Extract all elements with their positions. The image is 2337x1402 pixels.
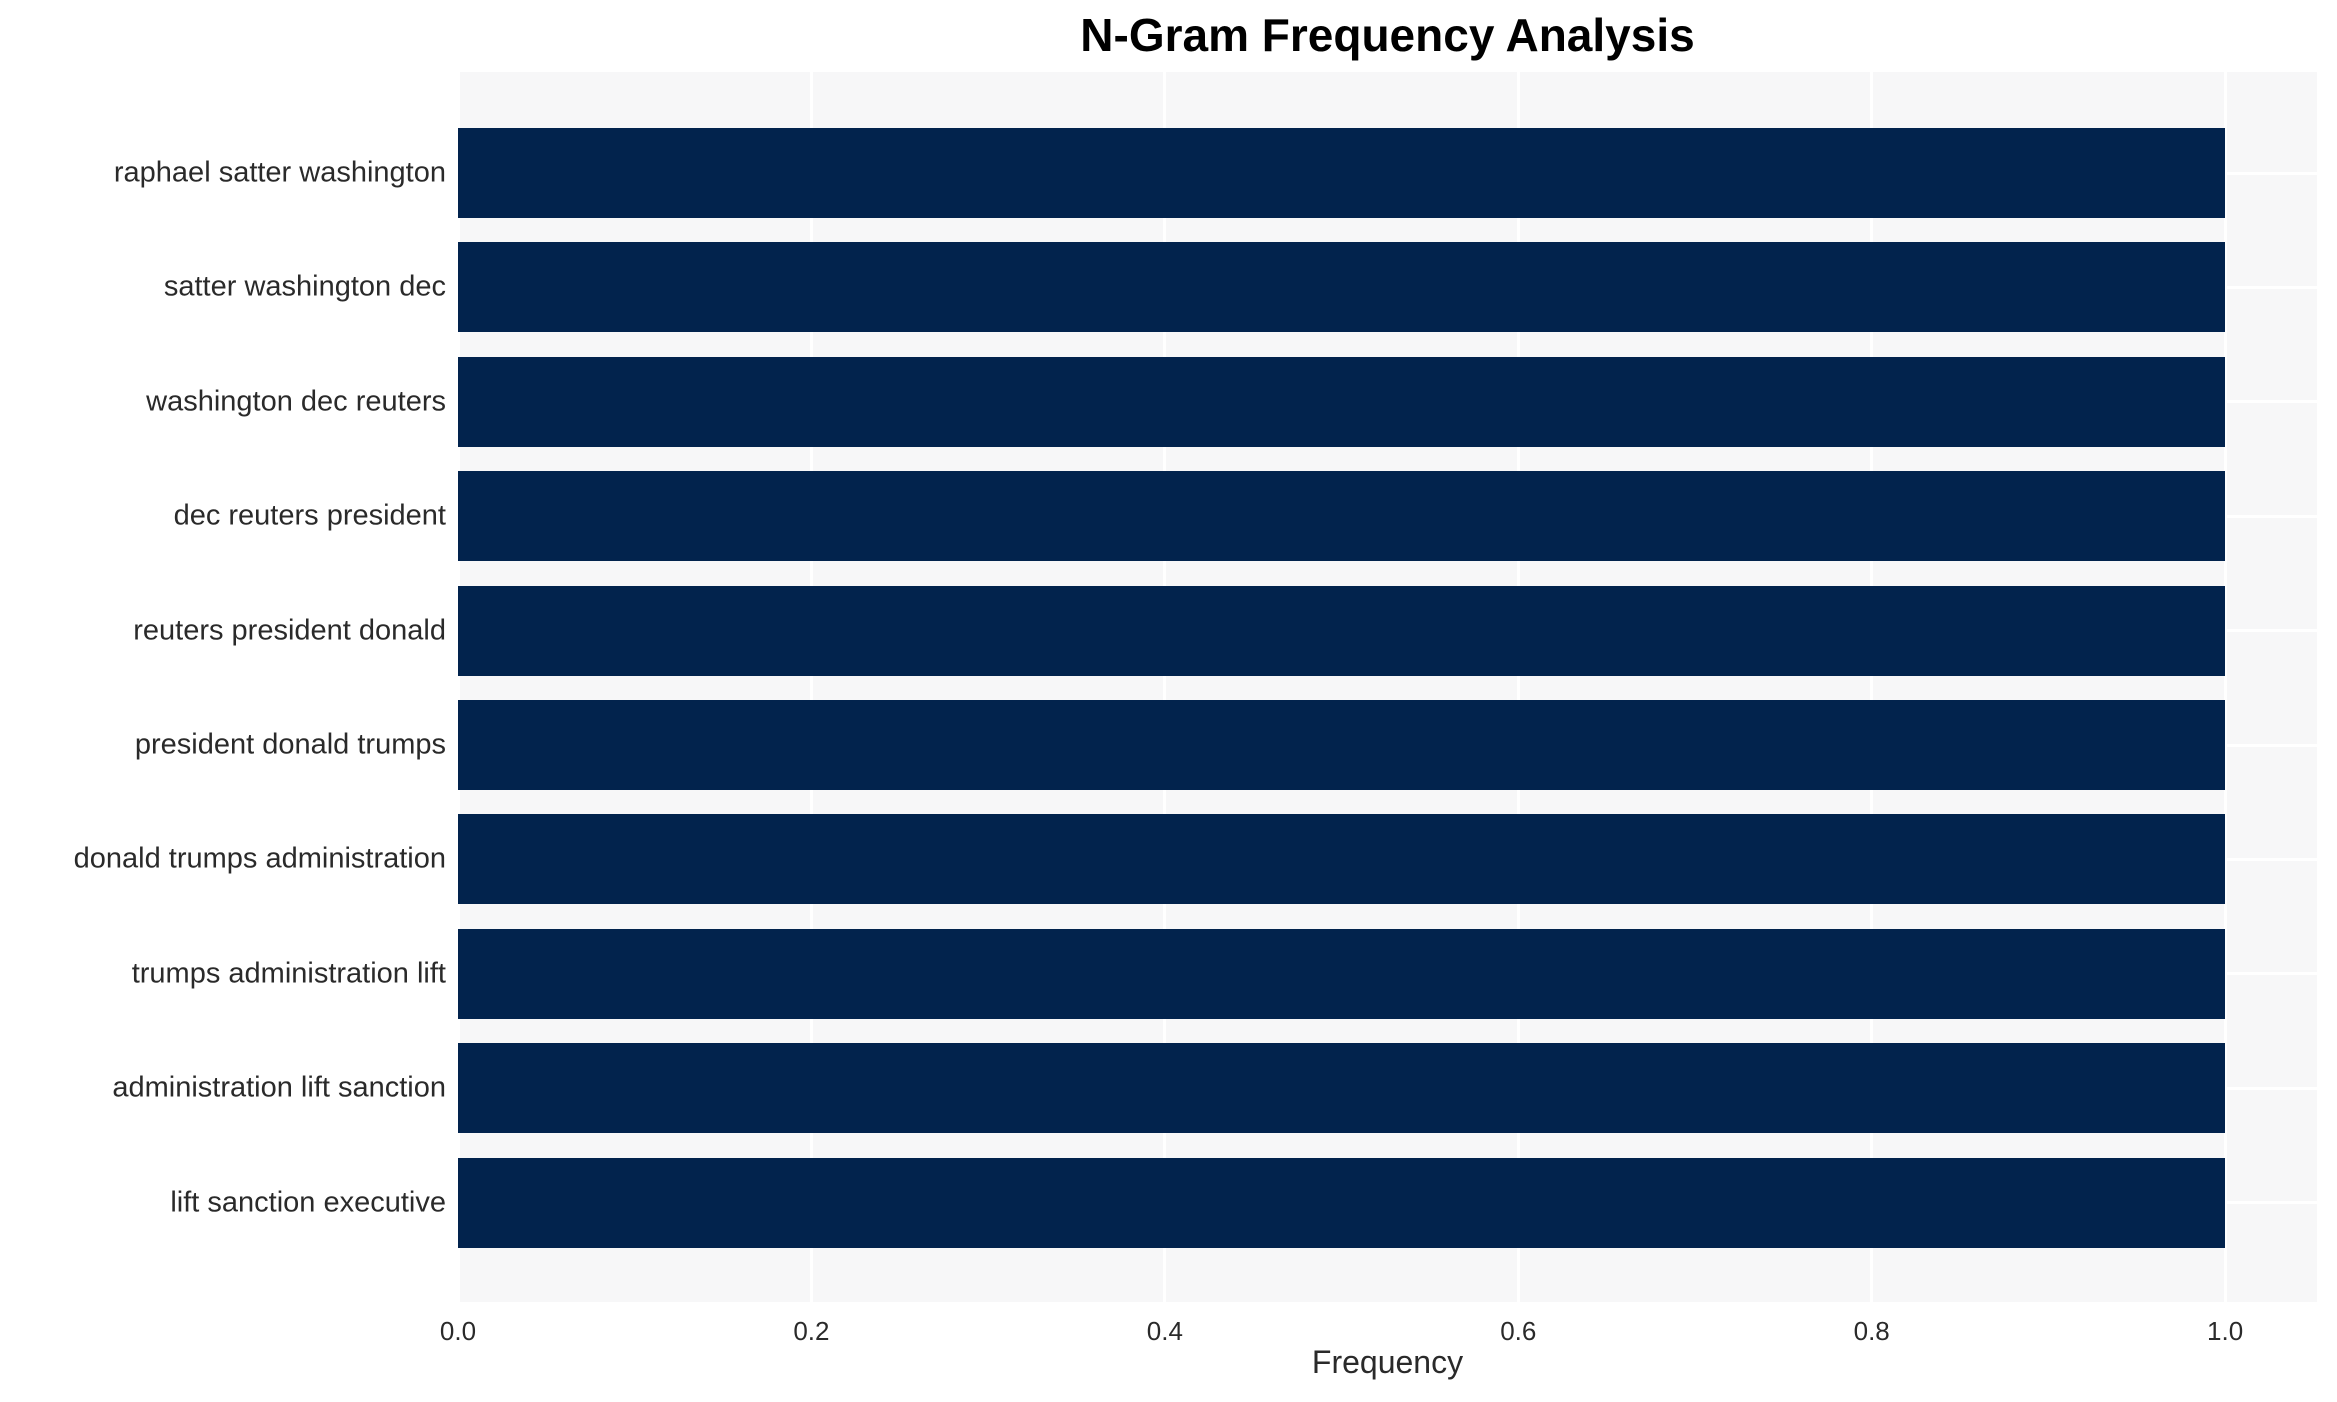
bar-trumps-administration-lift: [458, 928, 2226, 1019]
bar-washington-dec-reuters: [458, 356, 2226, 447]
y-tick-label: trumps administration lift: [131, 957, 446, 990]
bar-administration-lift-sanction: [458, 1043, 2226, 1134]
chart-title: N-Gram Frequency Analysis: [1080, 9, 1695, 61]
x-tick-label: 0.0: [439, 1316, 477, 1346]
y-tick-label: president donald trumps: [134, 728, 446, 761]
x-tick-label: 0.4: [1146, 1316, 1183, 1346]
x-tick-label: 0.8: [1853, 1316, 1890, 1346]
vertical-gridline: [2223, 72, 2227, 1302]
x-tick-label: 0.6: [1500, 1316, 1537, 1346]
y-tick-label: satter washington dec: [163, 270, 446, 303]
y-tick-label: dec reuters president: [173, 499, 446, 532]
bar-donald-trumps-administration: [458, 814, 2226, 905]
bar-reuters-president-donald: [458, 585, 2226, 676]
bar-satter-washington-dec: [458, 242, 2226, 333]
vertical-gridline: [809, 72, 813, 1302]
bar-raphael-satter-washington: [458, 128, 2226, 218]
x-tick-label: 1.0: [2207, 1316, 2244, 1346]
y-tick-label: donald trumps administration: [73, 842, 446, 875]
y-tick-label: washington dec reuters: [146, 385, 446, 418]
y-tick-label: reuters president donald: [133, 614, 446, 647]
y-tick-label: raphael satter washington: [113, 156, 446, 189]
y-tick-label: lift sanction executive: [170, 1186, 446, 1219]
x-axis-title: Frequency: [1311, 1344, 1464, 1380]
bar-lift-sanction-executive: [458, 1157, 2226, 1248]
x-tick-label: 0.2: [793, 1316, 830, 1346]
plot-area: [458, 72, 2317, 1302]
vertical-gridline: [1516, 72, 1520, 1302]
bar-president-donald-trumps: [458, 700, 2226, 790]
vertical-gridline: [1163, 72, 1167, 1302]
vertical-gridline: [458, 72, 460, 1302]
bar-dec-reuters-president: [458, 471, 2226, 562]
vertical-gridline: [1870, 72, 1874, 1302]
y-tick-label: administration lift sanction: [112, 1071, 446, 1104]
